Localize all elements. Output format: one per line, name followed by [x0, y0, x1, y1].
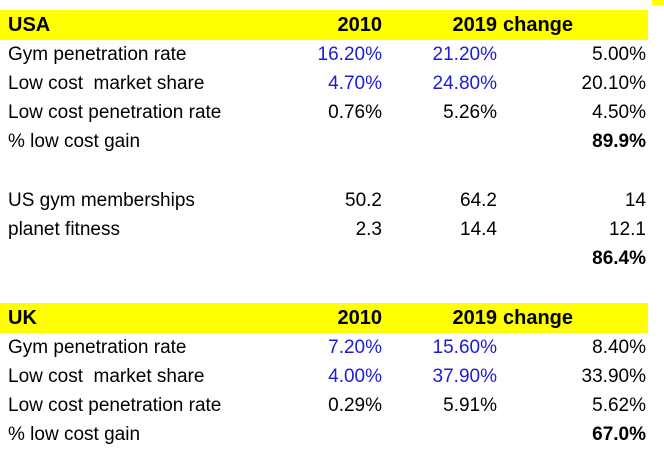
table-row: % low cost gain 89.9% — [0, 127, 664, 156]
value-2019: 5.91% — [443, 394, 497, 416]
value-2019: 5.26% — [443, 101, 497, 123]
blank-row — [0, 273, 664, 303]
row-label: planet fitness — [8, 218, 120, 240]
section-header-usa: USA 2010 2019 change — [0, 10, 648, 40]
table-row: Gym penetration rate 7.20% 15.60% 8.40% — [0, 333, 664, 362]
value-change: 33.90% — [581, 365, 646, 387]
row-label: Low cost penetration rate — [8, 101, 222, 123]
row-label: Low cost market share — [8, 365, 205, 387]
value-2019: 15.60% — [432, 336, 497, 358]
value-change: 67.0% — [592, 424, 646, 445]
table-row: Low cost penetration rate 0.29% 5.91% 5.… — [0, 391, 664, 420]
value-2010: 4.00% — [328, 365, 382, 387]
value-2019: 14.4 — [460, 218, 497, 240]
value-change: 20.10% — [581, 72, 646, 94]
value-2010: 50.2 — [345, 189, 382, 211]
value-2010: 2.3 — [355, 218, 382, 240]
value-2019: 21.20% — [432, 43, 497, 65]
value-2019: 24.80% — [432, 72, 497, 94]
column-header-2010: 2010 — [337, 13, 383, 36]
row-label: Gym penetration rate — [8, 43, 187, 65]
value-change: 4.50% — [592, 101, 646, 123]
table-row: 86.4% — [0, 244, 664, 273]
value-2010: 0.76% — [328, 101, 382, 123]
section-title: UK — [8, 306, 37, 329]
column-header-change: change — [503, 13, 574, 36]
value-2010: 0.29% — [328, 394, 382, 416]
table-row: Low cost market share 4.70% 24.80% 20.10… — [0, 69, 664, 98]
section-title: USA — [8, 13, 51, 36]
value-2019: 64.2 — [460, 189, 497, 211]
row-label: % low cost gain — [8, 130, 141, 152]
value-change: 8.40% — [592, 336, 646, 358]
row-label: % low cost gain — [8, 424, 141, 445]
section-header-uk: UK 2010 2019 change — [0, 303, 648, 333]
value-change: 12.1 — [609, 218, 646, 240]
column-header-change: change — [503, 306, 574, 329]
value-change: 86.4% — [592, 247, 646, 269]
table-row: US gym memberships 50.2 64.2 14 — [0, 186, 664, 215]
cropped-yellow-cell-fragment — [652, 0, 664, 5]
table-row: planet fitness 2.3 14.4 12.1 — [0, 215, 664, 244]
table-row: Low cost penetration rate 0.76% 5.26% 4.… — [0, 98, 664, 127]
blank-row — [0, 156, 664, 186]
row-label: Low cost market share — [8, 72, 205, 94]
top-margin — [0, 0, 664, 10]
row-label: Gym penetration rate — [8, 336, 187, 358]
value-2010: 4.70% — [328, 72, 382, 94]
row-label: US gym memberships — [8, 189, 195, 211]
value-change: 14 — [624, 189, 646, 211]
column-header-2019: 2019 — [452, 13, 498, 36]
row-label: Low cost penetration rate — [8, 394, 222, 416]
table-row: Gym penetration rate 16.20% 21.20% 5.00% — [0, 40, 664, 69]
table-row: Low cost market share 4.00% 37.90% 33.90… — [0, 362, 664, 391]
value-2010: 7.20% — [328, 336, 382, 358]
value-change: 5.62% — [592, 394, 646, 416]
value-2019: 37.90% — [432, 365, 497, 387]
value-change: 89.9% — [592, 130, 646, 152]
column-header-2019: 2019 — [452, 306, 498, 329]
table-row: % low cost gain 67.0% — [0, 420, 664, 450]
value-2010: 16.20% — [317, 43, 382, 65]
column-header-2010: 2010 — [337, 306, 383, 329]
value-change: 5.00% — [592, 43, 646, 65]
